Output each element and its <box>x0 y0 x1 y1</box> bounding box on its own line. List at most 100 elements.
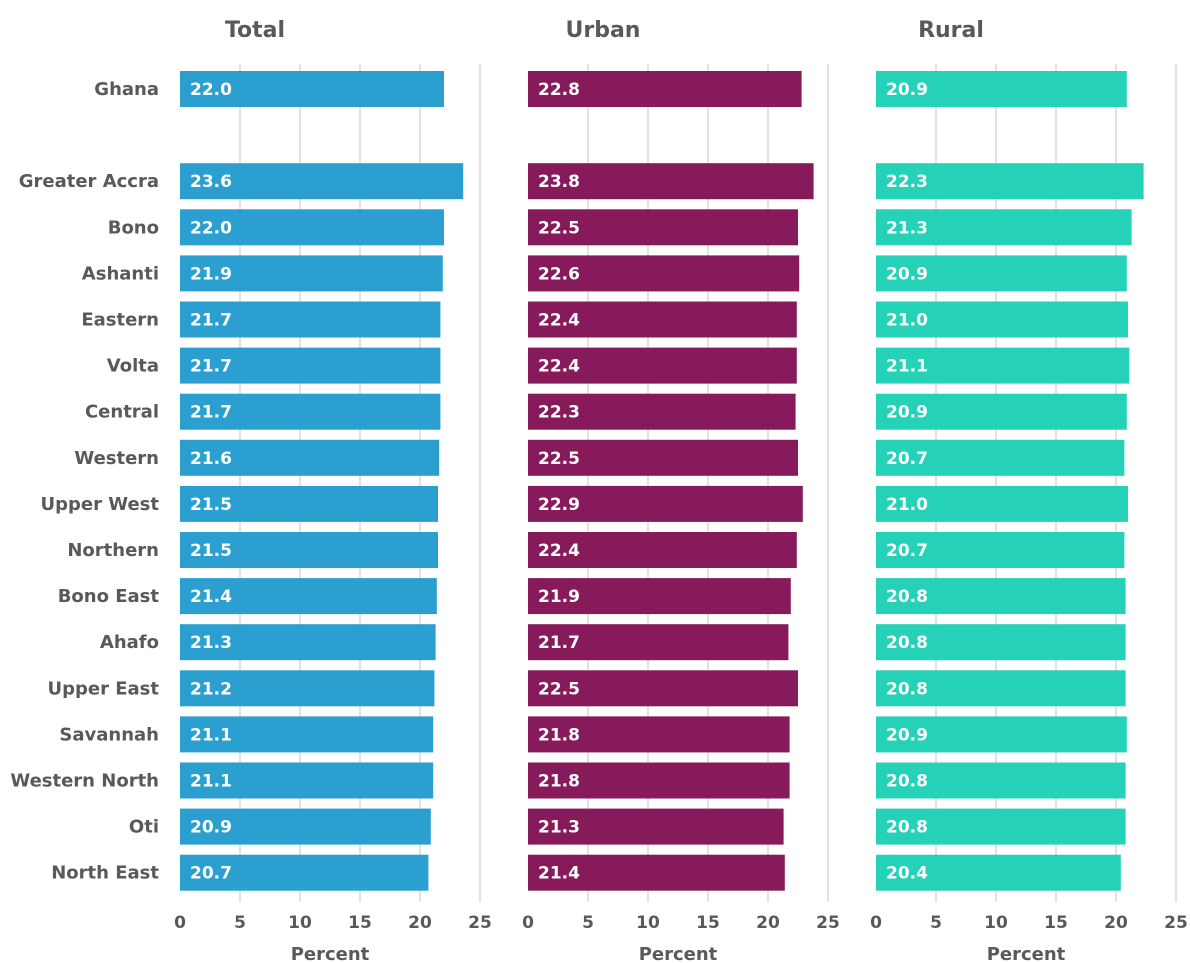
bar <box>876 808 1126 845</box>
bar <box>876 670 1126 707</box>
bar <box>528 578 791 615</box>
data-label: 21.5 <box>190 541 232 561</box>
data-label: 21.3 <box>538 818 580 838</box>
data-label: 21.0 <box>886 311 928 331</box>
data-label: 22.3 <box>886 172 928 192</box>
data-label: 20.7 <box>886 449 928 469</box>
bar <box>180 255 443 292</box>
tick-label: 20 <box>756 913 780 933</box>
data-label: 21.7 <box>538 633 580 653</box>
bar <box>180 808 431 845</box>
data-label: 21.4 <box>190 587 232 607</box>
bar <box>180 301 441 338</box>
bar <box>180 762 434 799</box>
panel-rural: Rural 20.9 22.3 21.3 20.9 21.0 21.1 20.9 20.7 21.… <box>870 18 1188 963</box>
data-label: 22.5 <box>538 218 580 238</box>
category-label: North East <box>51 863 159 884</box>
bar <box>180 578 437 615</box>
bar <box>180 439 440 476</box>
data-label: 20.7 <box>190 864 232 884</box>
bar <box>528 854 785 891</box>
bar <box>528 163 814 200</box>
bar <box>876 716 1127 753</box>
category-label: Oti <box>129 817 159 838</box>
data-label: 20.9 <box>886 80 928 100</box>
bar <box>876 209 1132 246</box>
bar <box>876 393 1127 430</box>
bar <box>876 578 1126 615</box>
bar <box>180 71 444 107</box>
data-label: 22.5 <box>538 679 580 699</box>
panel-total: Total 22.0 23.6 22.0 21.9 21.7 21.7 21.7 21.6 21.… <box>174 18 492 963</box>
tick-label: 5 <box>582 913 594 933</box>
data-label: 20.8 <box>886 772 928 792</box>
category-label: Ahafo <box>100 632 159 653</box>
tick-label: 0 <box>174 913 186 933</box>
category-label: Northern <box>67 540 159 561</box>
bar <box>876 439 1125 476</box>
tick-label: 20 <box>408 913 432 933</box>
data-label: 21.7 <box>190 357 232 377</box>
data-label: 20.8 <box>886 587 928 607</box>
bar <box>876 71 1127 107</box>
bar <box>528 532 797 568</box>
data-label: 20.8 <box>886 818 928 838</box>
bar <box>528 808 784 845</box>
bar <box>180 854 429 891</box>
data-label: 22.4 <box>538 311 580 331</box>
tick-label: 10 <box>288 913 312 933</box>
category-label: Greater Accra <box>19 171 159 192</box>
bar <box>876 624 1126 661</box>
bar <box>876 532 1125 568</box>
tick-label: 25 <box>468 913 492 933</box>
data-label: 20.8 <box>886 679 928 699</box>
panel-urban: Urban 22.8 23.8 22.5 22.6 22.4 22.4 22.3 22.5 22.… <box>522 18 840 963</box>
tick-label: 20 <box>1104 913 1128 933</box>
data-label: 21.5 <box>190 495 232 515</box>
category-label: Upper West <box>41 494 160 515</box>
data-label: 22.8 <box>538 80 580 100</box>
tick-label: 5 <box>930 913 942 933</box>
bar <box>528 716 790 753</box>
bar <box>180 532 438 568</box>
tick-label: 10 <box>984 913 1008 933</box>
bar <box>876 301 1128 338</box>
bar <box>528 209 798 246</box>
tick-label: 15 <box>1044 913 1068 933</box>
data-label: 22.3 <box>538 403 580 423</box>
x-axis-title: Percent <box>639 944 718 963</box>
data-label: 22.0 <box>190 218 232 238</box>
data-label: 21.8 <box>538 772 580 792</box>
tick-label: 0 <box>522 913 534 933</box>
tick-label: 15 <box>696 913 720 933</box>
bar <box>876 854 1121 891</box>
data-label: 21.6 <box>190 449 232 469</box>
data-label: 22.9 <box>538 495 580 515</box>
bar <box>180 393 441 430</box>
bar <box>528 301 797 338</box>
category-label: Volta <box>107 356 159 377</box>
x-axis-title: Percent <box>291 944 370 963</box>
data-label: 20.8 <box>886 633 928 653</box>
category-label: Eastern <box>81 310 159 331</box>
bar <box>180 347 441 384</box>
category-label: Western North <box>10 771 159 792</box>
data-label: 21.9 <box>538 587 580 607</box>
bar <box>528 71 802 107</box>
tick-label: 25 <box>816 913 840 933</box>
bar <box>180 624 436 661</box>
data-label: 22.6 <box>538 264 580 284</box>
bar <box>528 624 789 661</box>
data-label: 20.9 <box>886 403 928 423</box>
category-label: Western <box>74 448 159 469</box>
bar <box>876 163 1144 200</box>
x-axis-title: Percent <box>987 944 1066 963</box>
bar <box>876 347 1130 384</box>
bar <box>528 393 796 430</box>
data-label: 21.0 <box>886 495 928 515</box>
category-label: Ashanti <box>82 263 159 284</box>
data-label: 20.9 <box>886 725 928 745</box>
data-label: 21.4 <box>538 864 580 884</box>
data-label: 22.4 <box>538 541 580 561</box>
panel-title: Urban <box>566 18 641 43</box>
